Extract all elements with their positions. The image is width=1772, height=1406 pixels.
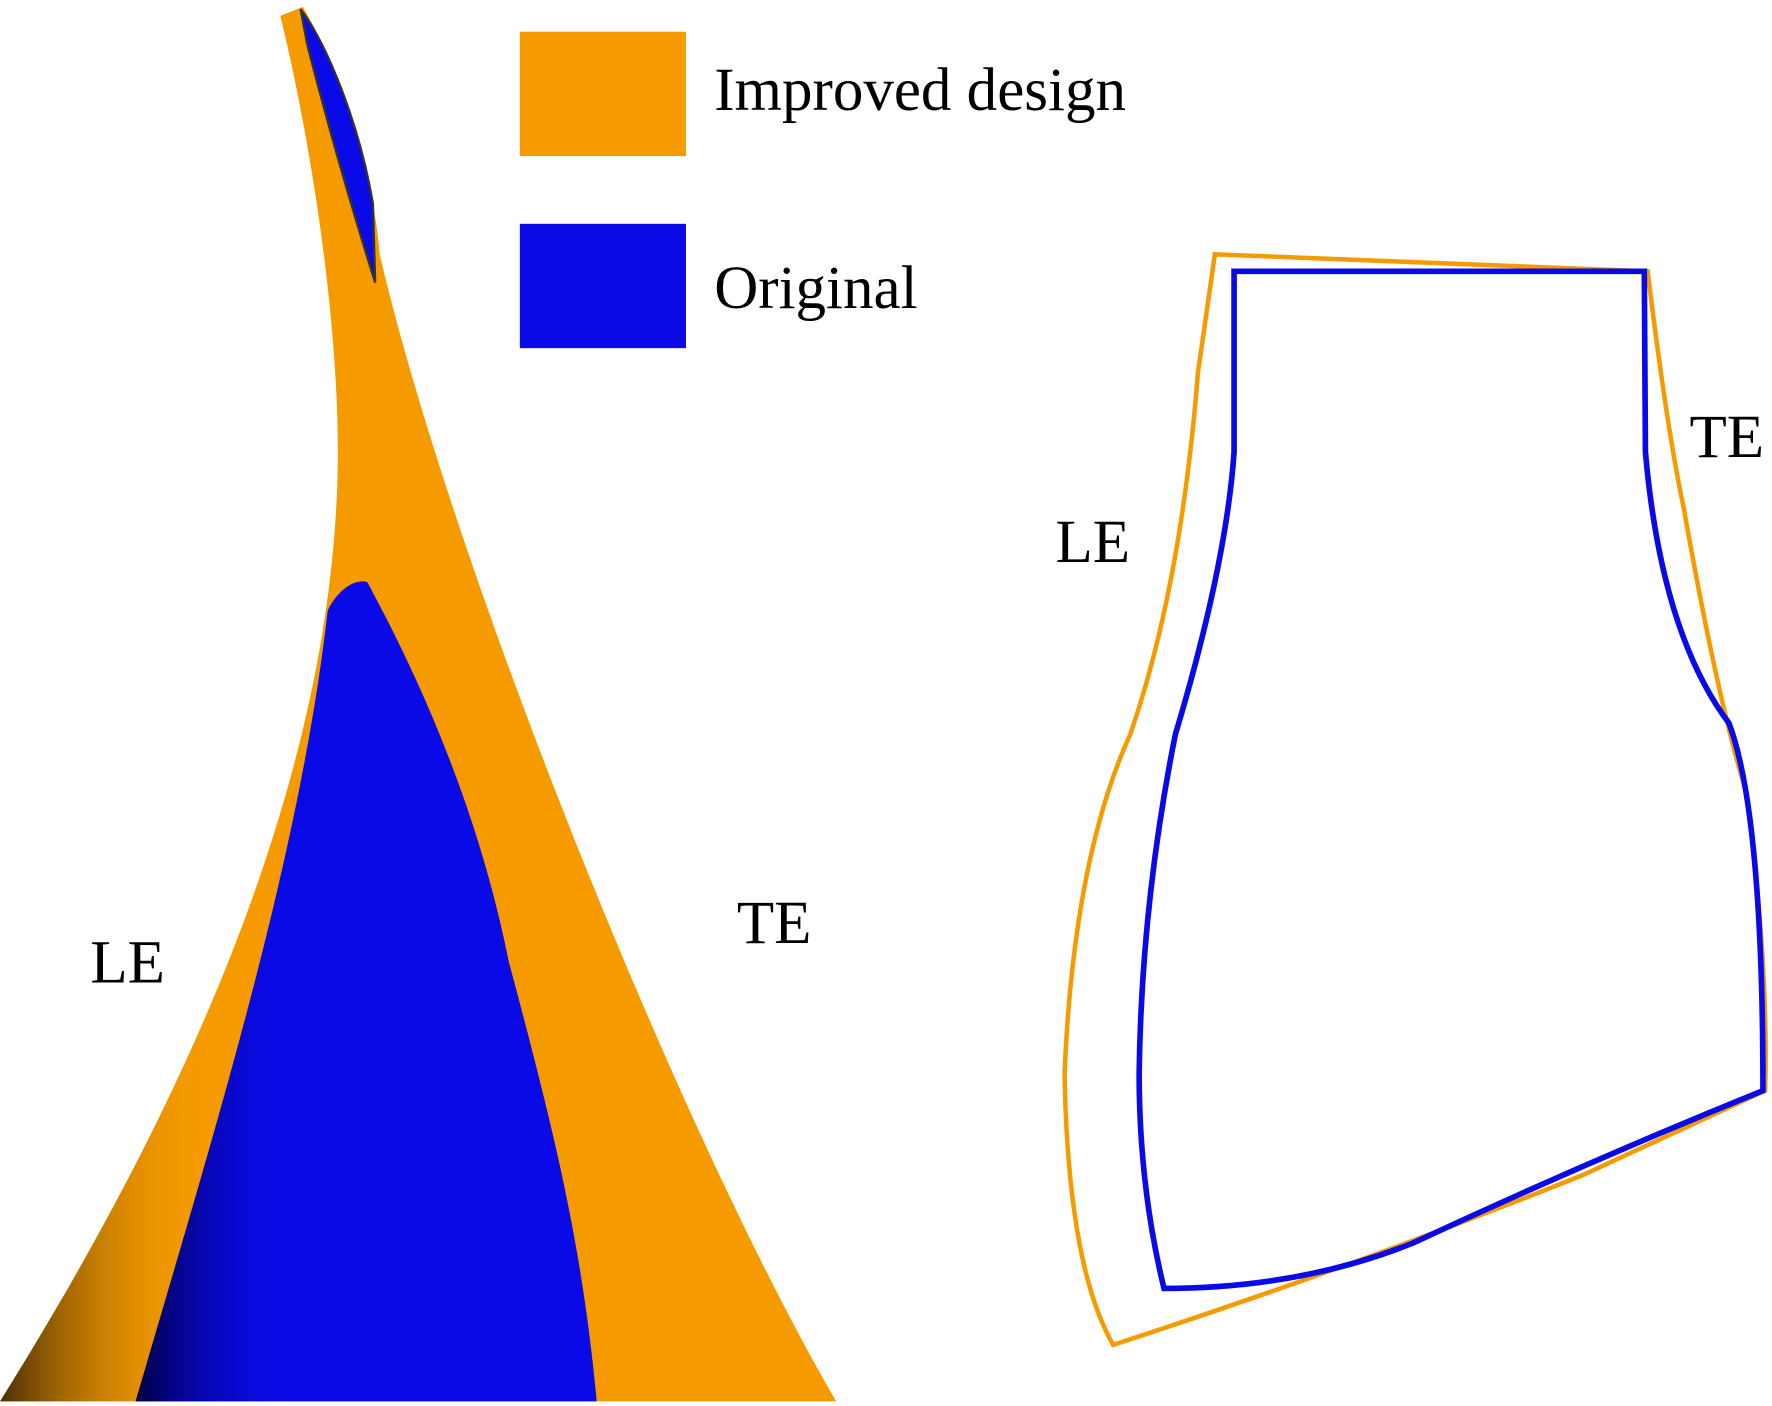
legend-swatch bbox=[519, 223, 686, 349]
improved-outline bbox=[1062, 252, 1768, 1348]
blade-view bbox=[0, 6, 837, 1402]
original-shading bbox=[135, 581, 597, 1402]
meridional-view bbox=[1062, 252, 1768, 1348]
te-label: TE bbox=[737, 890, 812, 957]
original-outline bbox=[1136, 268, 1766, 1292]
legend-swatch bbox=[519, 31, 686, 157]
te-label: TE bbox=[1690, 404, 1765, 471]
legend-label: Improved design bbox=[714, 57, 1126, 124]
legend-label: Original bbox=[714, 255, 917, 322]
legend: Improved design Original bbox=[519, 31, 1126, 349]
le-label: LE bbox=[90, 930, 165, 997]
le-label: LE bbox=[1056, 509, 1131, 576]
original-tip bbox=[299, 8, 377, 283]
